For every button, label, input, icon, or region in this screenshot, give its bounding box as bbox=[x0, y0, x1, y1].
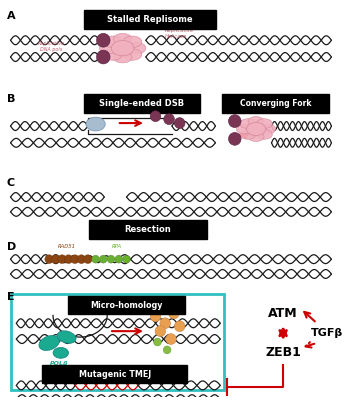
Circle shape bbox=[164, 114, 174, 124]
Text: Nuclease: Nuclease bbox=[84, 108, 108, 113]
Ellipse shape bbox=[103, 49, 122, 60]
Ellipse shape bbox=[123, 36, 142, 48]
Text: Replicative
Helicase: Replicative Helicase bbox=[165, 28, 195, 39]
FancyBboxPatch shape bbox=[89, 220, 207, 240]
Ellipse shape bbox=[103, 36, 122, 48]
Ellipse shape bbox=[113, 51, 132, 63]
Ellipse shape bbox=[86, 117, 105, 131]
Circle shape bbox=[153, 338, 161, 346]
Ellipse shape bbox=[248, 132, 264, 142]
Text: D: D bbox=[7, 242, 16, 252]
Text: Resection: Resection bbox=[124, 225, 171, 234]
Circle shape bbox=[166, 334, 176, 344]
Ellipse shape bbox=[127, 42, 146, 54]
Ellipse shape bbox=[240, 119, 256, 128]
Circle shape bbox=[229, 132, 241, 145]
FancyBboxPatch shape bbox=[42, 365, 188, 384]
Ellipse shape bbox=[248, 116, 264, 126]
Ellipse shape bbox=[240, 130, 256, 139]
Circle shape bbox=[174, 321, 185, 332]
FancyBboxPatch shape bbox=[11, 294, 224, 390]
Ellipse shape bbox=[57, 331, 76, 343]
Ellipse shape bbox=[123, 49, 142, 60]
FancyBboxPatch shape bbox=[68, 296, 185, 314]
Circle shape bbox=[71, 255, 79, 264]
Circle shape bbox=[163, 346, 171, 354]
Circle shape bbox=[92, 255, 100, 263]
Text: RAD51: RAD51 bbox=[57, 244, 76, 249]
Ellipse shape bbox=[53, 348, 69, 358]
FancyBboxPatch shape bbox=[84, 10, 216, 30]
Text: Stalled Replisome: Stalled Replisome bbox=[108, 15, 193, 24]
Ellipse shape bbox=[256, 130, 272, 139]
FancyBboxPatch shape bbox=[222, 94, 329, 113]
Circle shape bbox=[45, 255, 54, 264]
Text: E: E bbox=[7, 292, 14, 302]
Text: B: B bbox=[7, 94, 15, 104]
Text: Single-ended DSB: Single-ended DSB bbox=[100, 99, 184, 108]
Circle shape bbox=[84, 255, 92, 264]
Circle shape bbox=[96, 33, 110, 47]
Circle shape bbox=[155, 326, 166, 336]
Text: Converging Fork: Converging Fork bbox=[240, 99, 311, 108]
Ellipse shape bbox=[100, 42, 118, 54]
Circle shape bbox=[150, 111, 161, 122]
Circle shape bbox=[115, 255, 122, 263]
Circle shape bbox=[77, 255, 86, 264]
FancyBboxPatch shape bbox=[84, 94, 200, 113]
Circle shape bbox=[168, 308, 179, 319]
Text: A: A bbox=[7, 11, 15, 21]
Circle shape bbox=[64, 255, 73, 264]
Text: POLβ: POLβ bbox=[50, 361, 68, 366]
Circle shape bbox=[122, 255, 130, 263]
Text: Micro-homology: Micro-homology bbox=[90, 300, 163, 310]
Ellipse shape bbox=[39, 336, 60, 350]
Circle shape bbox=[150, 311, 161, 322]
Text: TGFβ: TGFβ bbox=[310, 328, 343, 338]
Ellipse shape bbox=[236, 124, 252, 134]
Text: ZEB1: ZEB1 bbox=[265, 346, 301, 359]
Ellipse shape bbox=[256, 119, 272, 128]
Circle shape bbox=[58, 255, 66, 264]
Circle shape bbox=[160, 318, 171, 329]
Circle shape bbox=[107, 255, 115, 263]
Circle shape bbox=[100, 255, 107, 263]
Circle shape bbox=[96, 50, 110, 64]
Ellipse shape bbox=[113, 33, 132, 45]
Circle shape bbox=[174, 118, 185, 128]
Circle shape bbox=[51, 255, 60, 264]
Text: RPA: RPA bbox=[112, 244, 122, 249]
Text: Mutagenic TMEJ: Mutagenic TMEJ bbox=[79, 370, 151, 378]
Ellipse shape bbox=[111, 40, 134, 56]
Text: C: C bbox=[7, 178, 15, 188]
Text: ATM: ATM bbox=[268, 307, 298, 320]
Text: Replicative
DNA pols: Replicative DNA pols bbox=[38, 41, 65, 52]
Ellipse shape bbox=[246, 122, 266, 136]
Ellipse shape bbox=[260, 124, 276, 134]
Circle shape bbox=[229, 115, 241, 128]
